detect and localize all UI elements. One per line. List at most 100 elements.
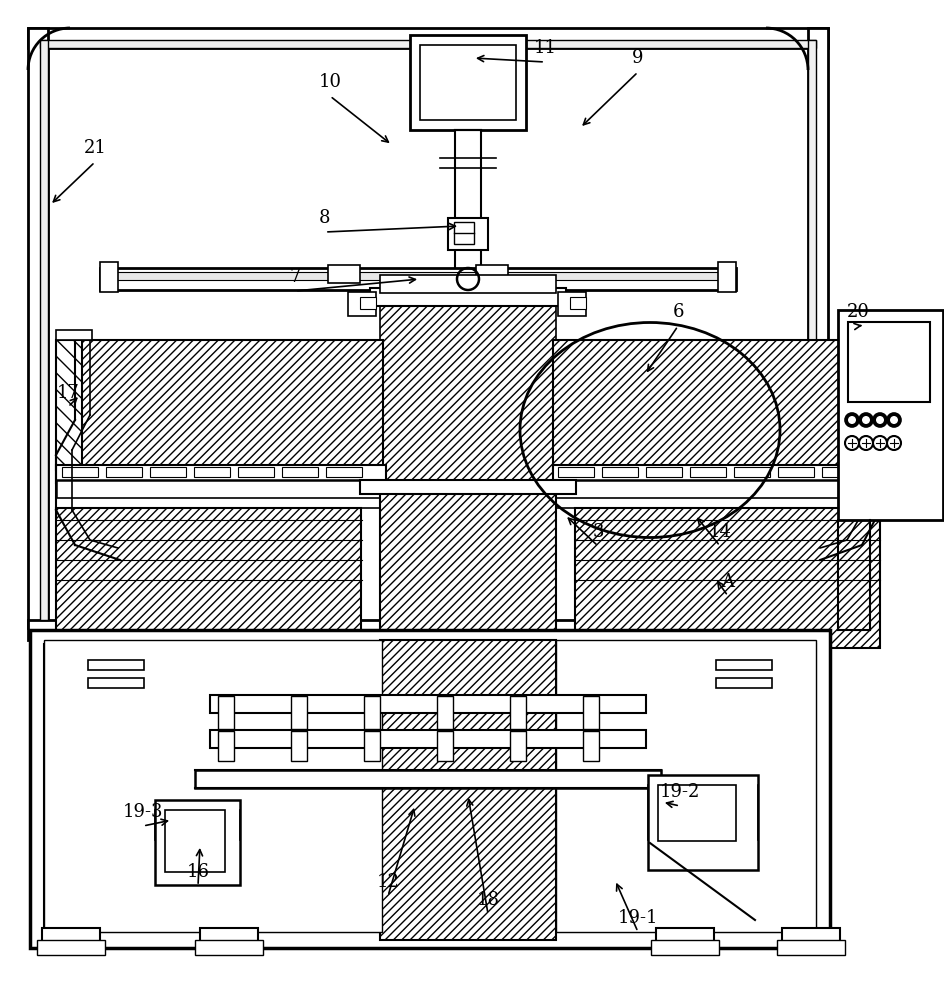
Bar: [648, 775, 758, 870]
Circle shape: [887, 413, 901, 427]
Bar: [100, 262, 118, 292]
Bar: [734, 467, 770, 477]
Bar: [88, 660, 144, 670]
Circle shape: [876, 416, 884, 424]
Bar: [210, 730, 646, 748]
Bar: [364, 731, 380, 761]
Bar: [838, 310, 943, 520]
Bar: [88, 678, 144, 688]
Text: 16: 16: [187, 863, 210, 881]
Bar: [556, 640, 816, 932]
Bar: [380, 290, 556, 490]
Bar: [380, 275, 556, 293]
Bar: [56, 340, 82, 470]
Bar: [62, 467, 98, 477]
Bar: [370, 288, 566, 306]
Bar: [690, 467, 726, 477]
Bar: [558, 292, 586, 316]
Bar: [364, 696, 380, 729]
Bar: [200, 928, 258, 954]
Bar: [150, 467, 186, 477]
Bar: [28, 28, 48, 628]
Bar: [777, 940, 845, 955]
Bar: [360, 480, 576, 494]
Bar: [718, 262, 736, 292]
Bar: [510, 731, 526, 761]
Text: 19-1: 19-1: [617, 909, 658, 927]
Bar: [78, 340, 383, 470]
Circle shape: [848, 416, 856, 424]
Text: 20: 20: [847, 303, 869, 321]
Bar: [716, 660, 772, 670]
Text: 19-2: 19-2: [660, 783, 700, 801]
Bar: [218, 696, 234, 729]
Bar: [360, 297, 376, 309]
Bar: [44, 640, 382, 932]
Bar: [348, 292, 376, 316]
Bar: [380, 640, 556, 940]
Bar: [716, 678, 772, 688]
Bar: [848, 322, 930, 402]
Text: 9: 9: [632, 49, 644, 67]
Bar: [56, 508, 361, 648]
Bar: [575, 508, 880, 648]
Bar: [420, 45, 516, 120]
Circle shape: [859, 413, 873, 427]
Bar: [782, 928, 840, 954]
Bar: [476, 265, 508, 283]
Bar: [822, 467, 858, 477]
Bar: [30, 630, 830, 948]
Bar: [808, 28, 828, 628]
Circle shape: [845, 413, 859, 427]
Text: 14: 14: [709, 523, 732, 541]
Bar: [778, 467, 814, 477]
Bar: [100, 268, 736, 290]
Bar: [410, 35, 526, 130]
Bar: [195, 770, 661, 788]
Text: 7: 7: [289, 268, 301, 286]
Text: A: A: [721, 573, 734, 591]
Bar: [855, 330, 891, 340]
Text: 3: 3: [592, 523, 604, 541]
Text: 18: 18: [477, 891, 499, 909]
Bar: [808, 40, 816, 620]
Bar: [194, 467, 230, 477]
Text: 21: 21: [84, 139, 107, 157]
Bar: [56, 498, 880, 508]
Bar: [291, 731, 307, 761]
Bar: [583, 731, 599, 761]
Text: 19-3: 19-3: [123, 803, 163, 821]
Circle shape: [890, 416, 898, 424]
Bar: [558, 467, 594, 477]
Bar: [437, 696, 453, 729]
Bar: [658, 785, 736, 841]
Bar: [28, 620, 828, 640]
Bar: [454, 222, 474, 244]
Bar: [218, 731, 234, 761]
Text: 12: 12: [377, 873, 399, 891]
Bar: [854, 340, 880, 470]
Bar: [570, 297, 586, 309]
Bar: [195, 940, 263, 955]
Bar: [42, 928, 100, 954]
Text: 17: 17: [57, 384, 79, 402]
Text: 10: 10: [318, 73, 342, 91]
Text: 6: 6: [672, 303, 683, 321]
Bar: [602, 467, 638, 477]
Bar: [380, 490, 556, 850]
Bar: [100, 272, 736, 280]
Text: 8: 8: [319, 209, 330, 227]
Bar: [282, 467, 318, 477]
Bar: [106, 467, 142, 477]
Bar: [651, 940, 719, 955]
Bar: [656, 928, 714, 954]
Bar: [28, 28, 828, 48]
Bar: [326, 467, 362, 477]
Bar: [40, 40, 816, 48]
Bar: [437, 731, 453, 761]
Bar: [155, 800, 240, 885]
Bar: [583, 696, 599, 729]
Bar: [328, 265, 360, 283]
Bar: [238, 467, 274, 477]
Bar: [553, 340, 858, 470]
